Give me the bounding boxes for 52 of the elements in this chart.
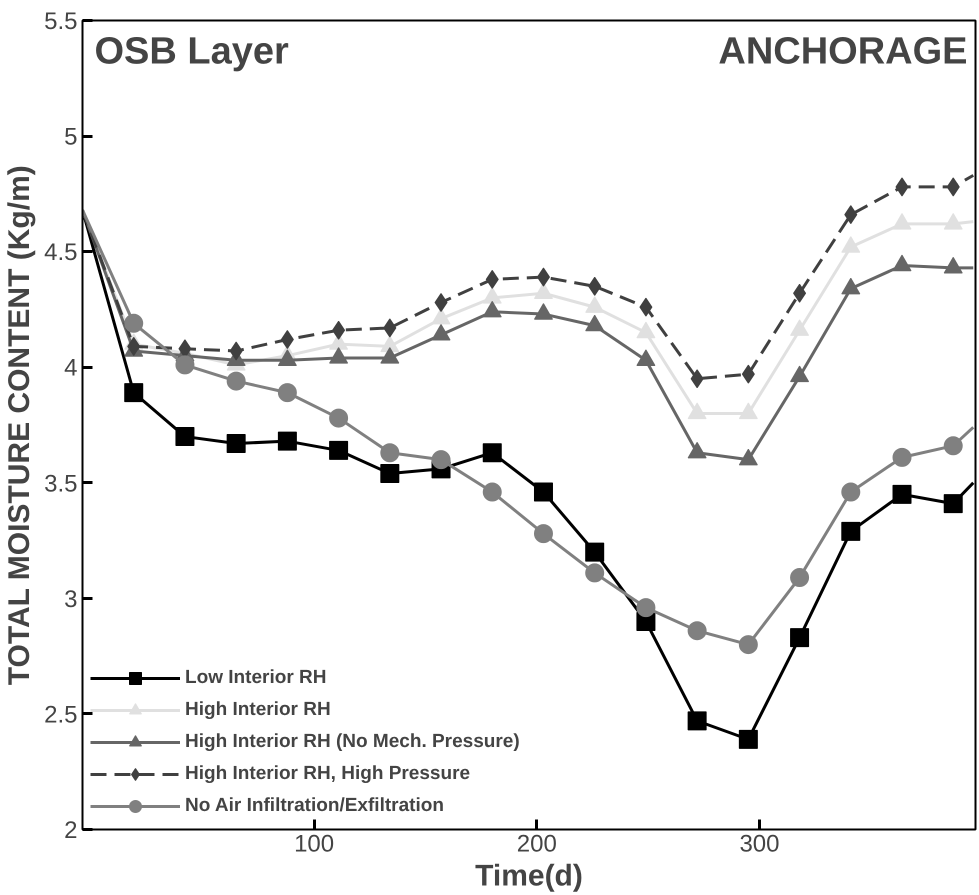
point bbox=[482, 482, 502, 502]
point bbox=[534, 524, 553, 544]
legend-label: High Interior RH bbox=[185, 699, 331, 721]
point bbox=[841, 522, 860, 541]
point bbox=[841, 482, 860, 502]
y-axis-title: TOTAL MOISTURE CONTENT (Kg/m) bbox=[3, 165, 36, 686]
y-tick-label: 3.5 bbox=[44, 470, 78, 498]
point bbox=[944, 494, 963, 514]
point bbox=[688, 621, 707, 640]
point bbox=[482, 443, 502, 462]
y-tick-label: 2.5 bbox=[44, 701, 78, 728]
point bbox=[124, 314, 144, 333]
point bbox=[329, 440, 348, 460]
annotation: OSB Layer bbox=[94, 30, 290, 72]
point bbox=[278, 432, 297, 451]
point bbox=[790, 628, 810, 648]
annotation: ANCHORAGE bbox=[718, 30, 968, 72]
point bbox=[329, 408, 348, 428]
legend-label: No Air Infiltration/Exfiltration bbox=[185, 795, 444, 817]
point bbox=[790, 568, 810, 588]
point bbox=[585, 542, 604, 562]
x-tick-label: 200 bbox=[516, 830, 557, 858]
legend-label: High Interior RH, High Pressure bbox=[185, 763, 470, 785]
y-tick-label: 4 bbox=[64, 354, 78, 382]
y-tick-label: 5.5 bbox=[44, 8, 78, 35]
point bbox=[636, 598, 656, 618]
legend-label: Low Interior RH bbox=[185, 667, 326, 689]
point bbox=[432, 450, 451, 470]
point bbox=[892, 484, 912, 504]
point bbox=[380, 443, 400, 462]
x-axis-title: Time(d) bbox=[475, 860, 583, 892]
y-tick-label: 4.5 bbox=[44, 239, 78, 266]
point bbox=[738, 730, 758, 749]
point bbox=[534, 482, 553, 502]
point bbox=[688, 711, 707, 730]
y-tick-label: 5 bbox=[64, 124, 78, 151]
point bbox=[124, 383, 144, 402]
point bbox=[175, 427, 194, 446]
x-tick-label: 100 bbox=[294, 830, 334, 858]
point bbox=[226, 434, 246, 453]
point bbox=[892, 448, 912, 467]
point bbox=[944, 436, 963, 456]
point bbox=[585, 563, 604, 582]
y-tick-label: 2 bbox=[64, 817, 78, 844]
point bbox=[175, 355, 194, 374]
x-tick-label: 300 bbox=[739, 830, 780, 858]
point bbox=[380, 464, 400, 484]
point bbox=[226, 372, 246, 391]
point bbox=[278, 383, 297, 402]
y-tick-label: 3 bbox=[64, 586, 78, 613]
point bbox=[738, 635, 758, 654]
legend-label: High Interior RH (No Mech. Pressure) bbox=[185, 731, 520, 753]
